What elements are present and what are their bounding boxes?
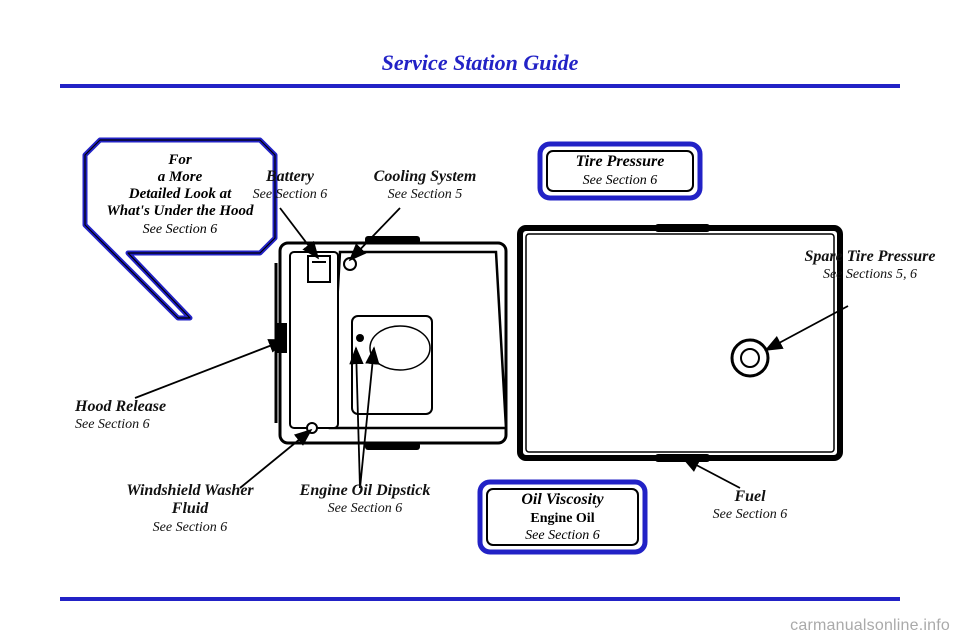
battery-title: Battery bbox=[230, 168, 350, 186]
battery-label: Battery See Section 6 bbox=[230, 168, 350, 203]
hood-label: Hood Release See Section 6 bbox=[75, 398, 225, 433]
washer-title: Windshield WasherFluid bbox=[100, 482, 280, 519]
bottom-rule bbox=[60, 597, 900, 601]
page-title: Service Station Guide bbox=[60, 50, 900, 76]
svg-text:Detailed Look at: Detailed Look at bbox=[128, 186, 232, 202]
hood-sub: See Section 6 bbox=[75, 417, 150, 432]
dipstick-title: Engine Oil Dipstick bbox=[270, 482, 460, 500]
hood-arrow-callout: Fora MoreDetailed Look atWhat's Under th… bbox=[85, 140, 275, 318]
spare-sub: See Sections 5, 6 bbox=[823, 267, 917, 282]
svg-text:See Section 6: See Section 6 bbox=[583, 173, 658, 188]
svg-text:What's Under the Hood: What's Under the Hood bbox=[106, 203, 254, 219]
diagram-canvas: Fora MoreDetailed Look atWhat's Under th… bbox=[60, 88, 900, 608]
washer-label: Windshield WasherFluid See Section 6 bbox=[100, 482, 280, 536]
spare-title: Spare Tire Pressure bbox=[780, 248, 960, 266]
svg-text:See Section 6: See Section 6 bbox=[143, 222, 218, 237]
dipstick-sub: See Section 6 bbox=[328, 501, 403, 516]
tire-pressure-box: Tire Pressure See Section 6 bbox=[540, 144, 700, 198]
cooling-sub: See Section 5 bbox=[388, 187, 463, 202]
cooling-title: Cooling System bbox=[350, 168, 500, 186]
cooling-label: Cooling System See Section 5 bbox=[350, 168, 500, 203]
fuel-sub: See Section 6 bbox=[713, 507, 788, 522]
watermark: carmanualsonline.info bbox=[790, 617, 950, 635]
svg-text:For: For bbox=[167, 152, 192, 168]
svg-text:Tire Pressure: Tire Pressure bbox=[576, 153, 665, 170]
battery-sub: See Section 6 bbox=[253, 187, 328, 202]
fuel-title: Fuel bbox=[680, 488, 820, 506]
dipstick-label: Engine Oil Dipstick See Section 6 bbox=[270, 482, 460, 517]
vehicle-outline bbox=[275, 224, 840, 462]
svg-text:Engine Oil: Engine Oil bbox=[530, 511, 594, 526]
svg-text:Oil Viscosity: Oil Viscosity bbox=[521, 491, 604, 508]
hood-title: Hood Release bbox=[75, 398, 225, 416]
svg-text:See Section 6: See Section 6 bbox=[525, 528, 600, 543]
washer-sub: See Section 6 bbox=[153, 520, 228, 535]
svg-text:a More: a More bbox=[158, 169, 203, 185]
spare-label: Spare Tire Pressure See Sections 5, 6 bbox=[780, 248, 960, 283]
oil-viscosity-box: Oil Viscosity Engine Oil See Section 6 bbox=[480, 482, 645, 552]
fuel-label: Fuel See Section 6 bbox=[680, 488, 820, 523]
